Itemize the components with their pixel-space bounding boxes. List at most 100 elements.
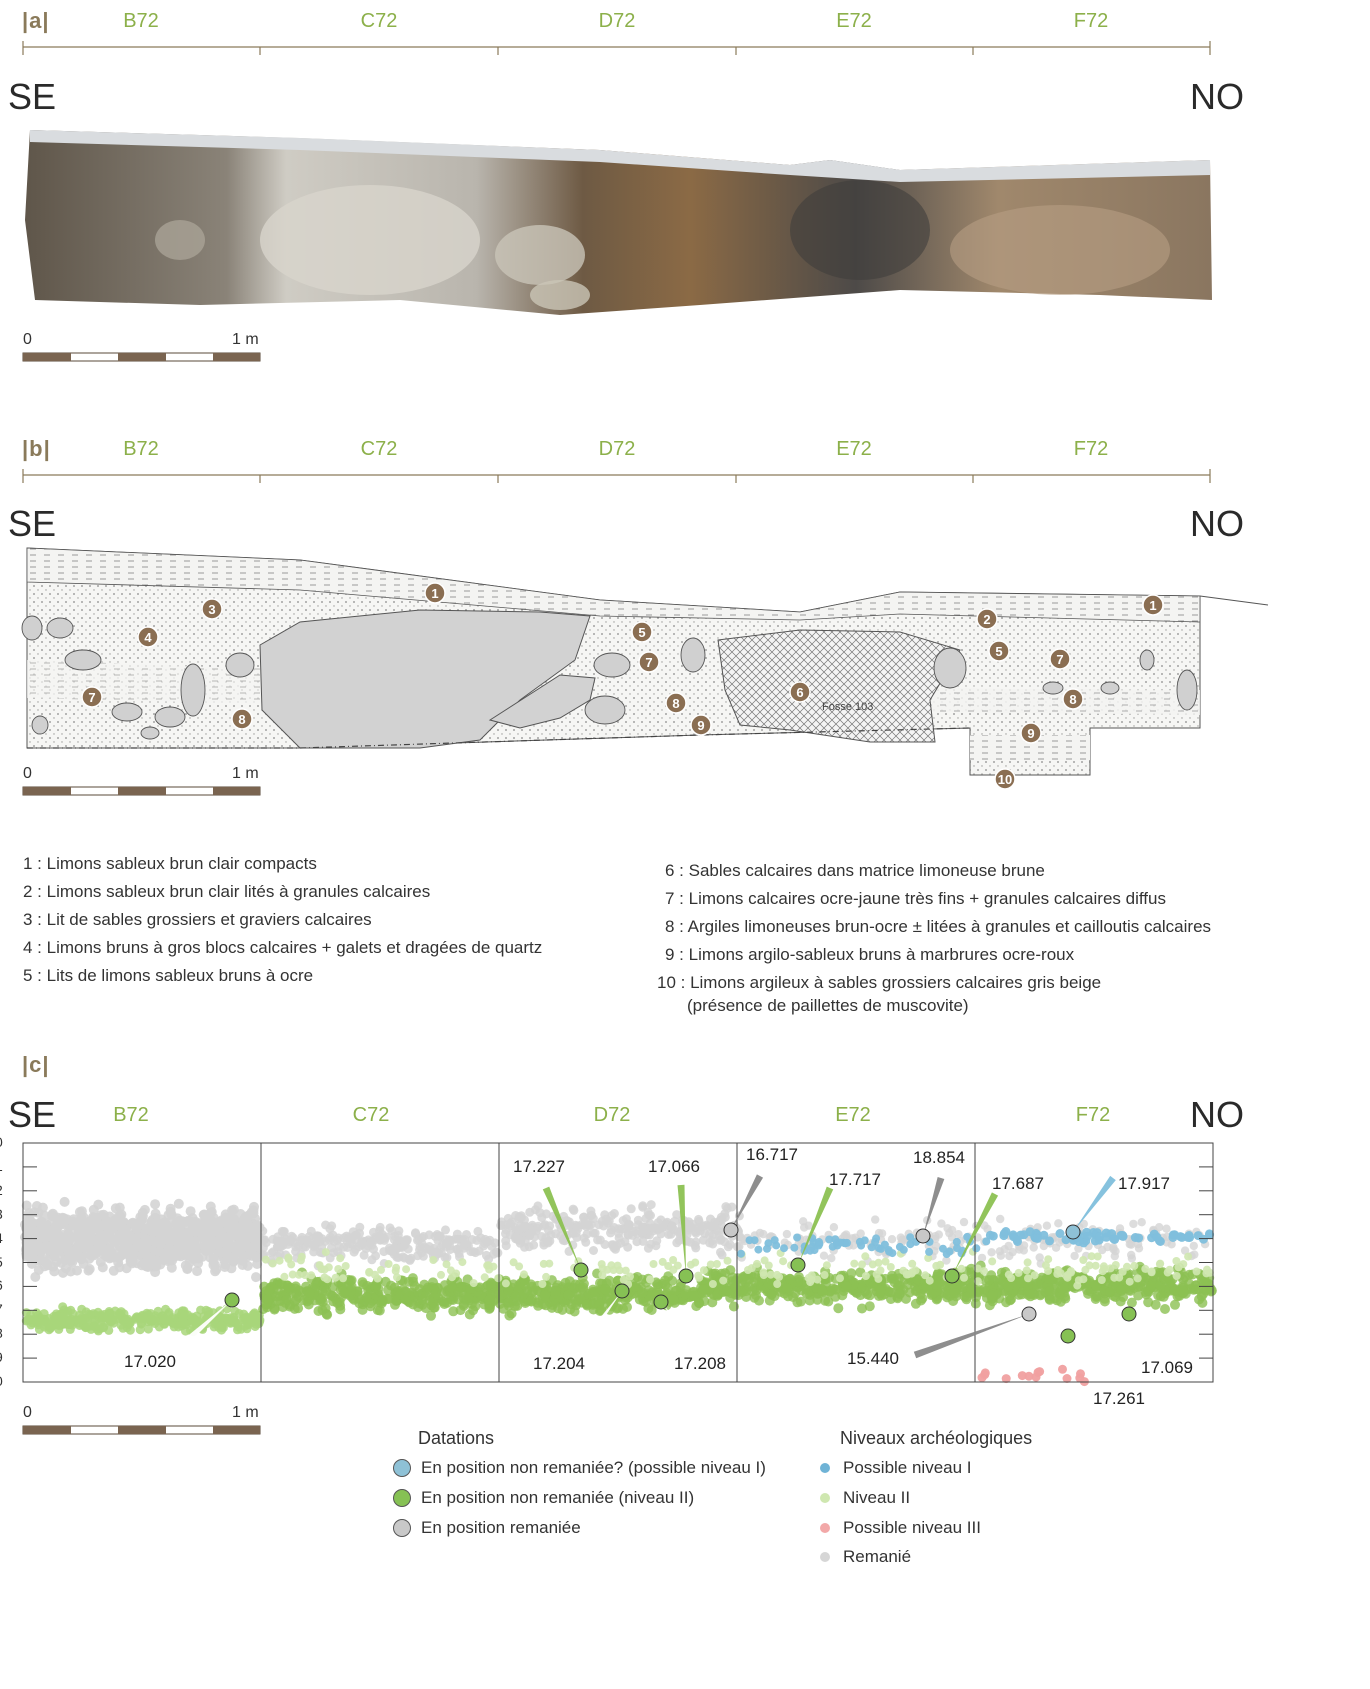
find-point [68, 1214, 79, 1225]
find-point [302, 1235, 312, 1245]
find-point [638, 1201, 648, 1211]
direction-no-c: NO [1190, 1094, 1244, 1135]
find-point [1070, 1251, 1079, 1261]
direction-se-c: SE [8, 1094, 57, 1135]
find-point [308, 1240, 318, 1250]
layer-marker: 8 [231, 708, 253, 730]
find-point [716, 1247, 725, 1257]
find-point [720, 1212, 730, 1222]
find-point [782, 1229, 792, 1239]
find-point [887, 1235, 897, 1244]
find-point [114, 1262, 125, 1273]
layer-marker: 2 [976, 608, 998, 630]
find-point [325, 1224, 335, 1234]
find-point [529, 1240, 539, 1250]
layer-list-left: 1 : Limons sableux brun clair compacts 2… [23, 850, 542, 990]
datation-blue-marker [393, 1459, 411, 1477]
find-point [226, 1212, 237, 1223]
find-point [21, 1200, 32, 1211]
layer-desc-2: 2 : Limons sableux brun clair lités à gr… [23, 882, 431, 901]
find-point [385, 1243, 394, 1253]
datation-grey-marker [393, 1519, 411, 1537]
find-point [291, 1242, 301, 1252]
find-point [546, 1230, 556, 1240]
find-point [228, 1204, 239, 1215]
find-point [626, 1204, 636, 1214]
find-point [206, 1207, 217, 1217]
find-point [1110, 1251, 1120, 1261]
find-point [621, 1214, 631, 1224]
find-point [325, 1253, 335, 1263]
find-point [1079, 1219, 1089, 1229]
find-point [569, 1205, 579, 1215]
find-point [503, 1213, 513, 1223]
layer-list-right: 6 : Sables calcaires dans matrice limone… [657, 857, 1212, 1015]
square-label-f72: F72 [1073, 10, 1109, 32]
layer-marker: 8 [665, 692, 687, 714]
find-point [108, 1236, 119, 1247]
find-point [76, 1254, 87, 1265]
find-point [898, 1235, 907, 1244]
direction-no-b: NO [1190, 503, 1244, 544]
layer-desc-3: 3 : Lit de sables grossiers et graviers … [23, 910, 372, 929]
legend-datation-2-label: En position non remaniée (niveau II) [421, 1488, 695, 1507]
find-point [706, 1214, 715, 1224]
find-point [987, 1248, 996, 1257]
find-point [959, 1217, 969, 1227]
legend-niveau-2: Niveau II [817, 1488, 910, 1508]
find-point [614, 1224, 624, 1234]
layer-marker: 4 [137, 626, 159, 648]
find-point [1004, 1241, 1013, 1251]
legend-niveau-1: Possible niveau I [817, 1458, 972, 1478]
legend-datations-title: Datations [418, 1428, 495, 1448]
layer-desc-1: 1 : Limons sableux brun clair compacts [23, 854, 317, 873]
find-point [72, 1246, 83, 1257]
layer-marker: 8 [1062, 688, 1084, 710]
find-point [58, 1239, 69, 1249]
find-point [877, 1229, 887, 1238]
find-point [153, 1221, 164, 1231]
find-point [375, 1222, 385, 1232]
find-point [581, 1216, 590, 1226]
find-point [82, 1224, 93, 1235]
panel-label-b: |b| [22, 436, 51, 461]
legend-niveau-4-label: Remanié [843, 1547, 912, 1566]
find-point [222, 1243, 233, 1254]
find-point [520, 1221, 530, 1231]
layer-desc-5: 5 : Lits de limons sableux bruns à ocre [23, 966, 314, 985]
square-label-b72-b: B72 [123, 438, 159, 460]
legend-niveau-4: Remanié [817, 1547, 911, 1567]
find-point [520, 1237, 530, 1247]
find-point [646, 1211, 655, 1220]
find-point [198, 1218, 209, 1229]
find-point [1189, 1241, 1199, 1251]
find-point [97, 1262, 108, 1273]
square-label-e72-c: E72 [835, 1104, 871, 1126]
find-point [31, 1226, 42, 1237]
find-point [140, 1235, 151, 1246]
find-point [452, 1229, 462, 1239]
find-point [77, 1235, 88, 1245]
find-point [633, 1215, 643, 1225]
find-point [600, 1240, 610, 1249]
find-point [137, 1207, 148, 1218]
find-point [143, 1324, 153, 1334]
layer-marker: 6 [789, 681, 811, 703]
find-point [41, 1231, 52, 1242]
find-point [800, 1223, 809, 1232]
find-point [799, 1217, 808, 1226]
square-label-b72-c: B72 [113, 1104, 149, 1126]
legend-datation-3-label: En position remaniée [421, 1518, 581, 1537]
find-point [401, 1235, 411, 1245]
find-point [246, 1207, 257, 1218]
layer-marker: 5 [988, 640, 1010, 662]
find-point [942, 1256, 951, 1265]
find-point [131, 1236, 142, 1247]
layer-marker: 10 [994, 768, 1016, 790]
layer-desc-8: 8 : Argiles limoneuses brun-ocre ± litée… [665, 917, 1212, 936]
find-point [709, 1221, 719, 1231]
find-point [1190, 1250, 1199, 1259]
find-point [110, 1203, 121, 1214]
